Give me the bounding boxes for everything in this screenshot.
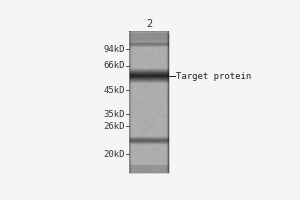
Text: 66kD: 66kD [103,61,125,70]
Text: 35kD: 35kD [103,110,125,119]
Text: 2: 2 [146,19,152,29]
Text: 94kD: 94kD [103,45,125,54]
Text: 26kD: 26kD [103,122,125,131]
Text: 45kD: 45kD [103,86,125,95]
Text: Target protein: Target protein [176,72,251,81]
Text: 20kD: 20kD [103,150,125,159]
